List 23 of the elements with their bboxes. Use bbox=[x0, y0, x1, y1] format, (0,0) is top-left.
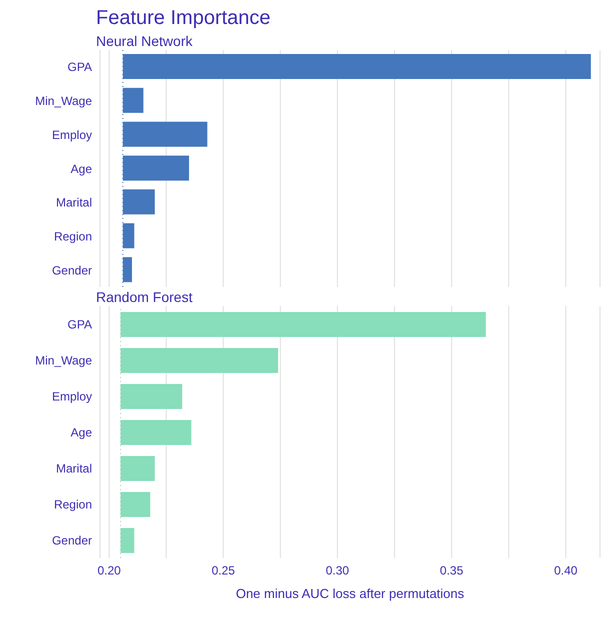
y-tick-label: Marital bbox=[56, 461, 92, 476]
y-tick-label: Region bbox=[54, 497, 92, 512]
x-tick-label: 0.30 bbox=[326, 564, 350, 578]
y-tick-label: GPA bbox=[68, 60, 92, 74]
y-tick-label: Gender bbox=[52, 263, 92, 278]
chart-subtitle: Neural Network bbox=[95, 32, 194, 50]
chart-subtitle: Random Forest bbox=[95, 288, 194, 306]
x-tick-label: 0.25 bbox=[212, 564, 236, 578]
y-tick-label: Age bbox=[70, 425, 92, 440]
y-tick-label: Gender bbox=[52, 533, 92, 548]
chart-title: Feature Importance bbox=[95, 6, 272, 31]
y-tick-label: Employ bbox=[52, 128, 92, 142]
y-tick-label: Region bbox=[54, 229, 92, 244]
y-tick-label: Marital bbox=[56, 196, 92, 210]
x-tick-label: 0.35 bbox=[440, 564, 464, 578]
x-axis-title: One minus AUC loss after permutations bbox=[236, 586, 465, 601]
x-tick-label: 0.40 bbox=[554, 564, 578, 578]
y-tick-label: Min_Wage bbox=[35, 94, 92, 108]
y-tick-label: Age bbox=[70, 162, 92, 176]
x-tick-label: 0.20 bbox=[97, 564, 122, 578]
y-tick-label: Employ bbox=[52, 389, 92, 404]
y-tick-label: GPA bbox=[68, 317, 92, 332]
y-tick-label: Min_Wage bbox=[35, 353, 92, 368]
